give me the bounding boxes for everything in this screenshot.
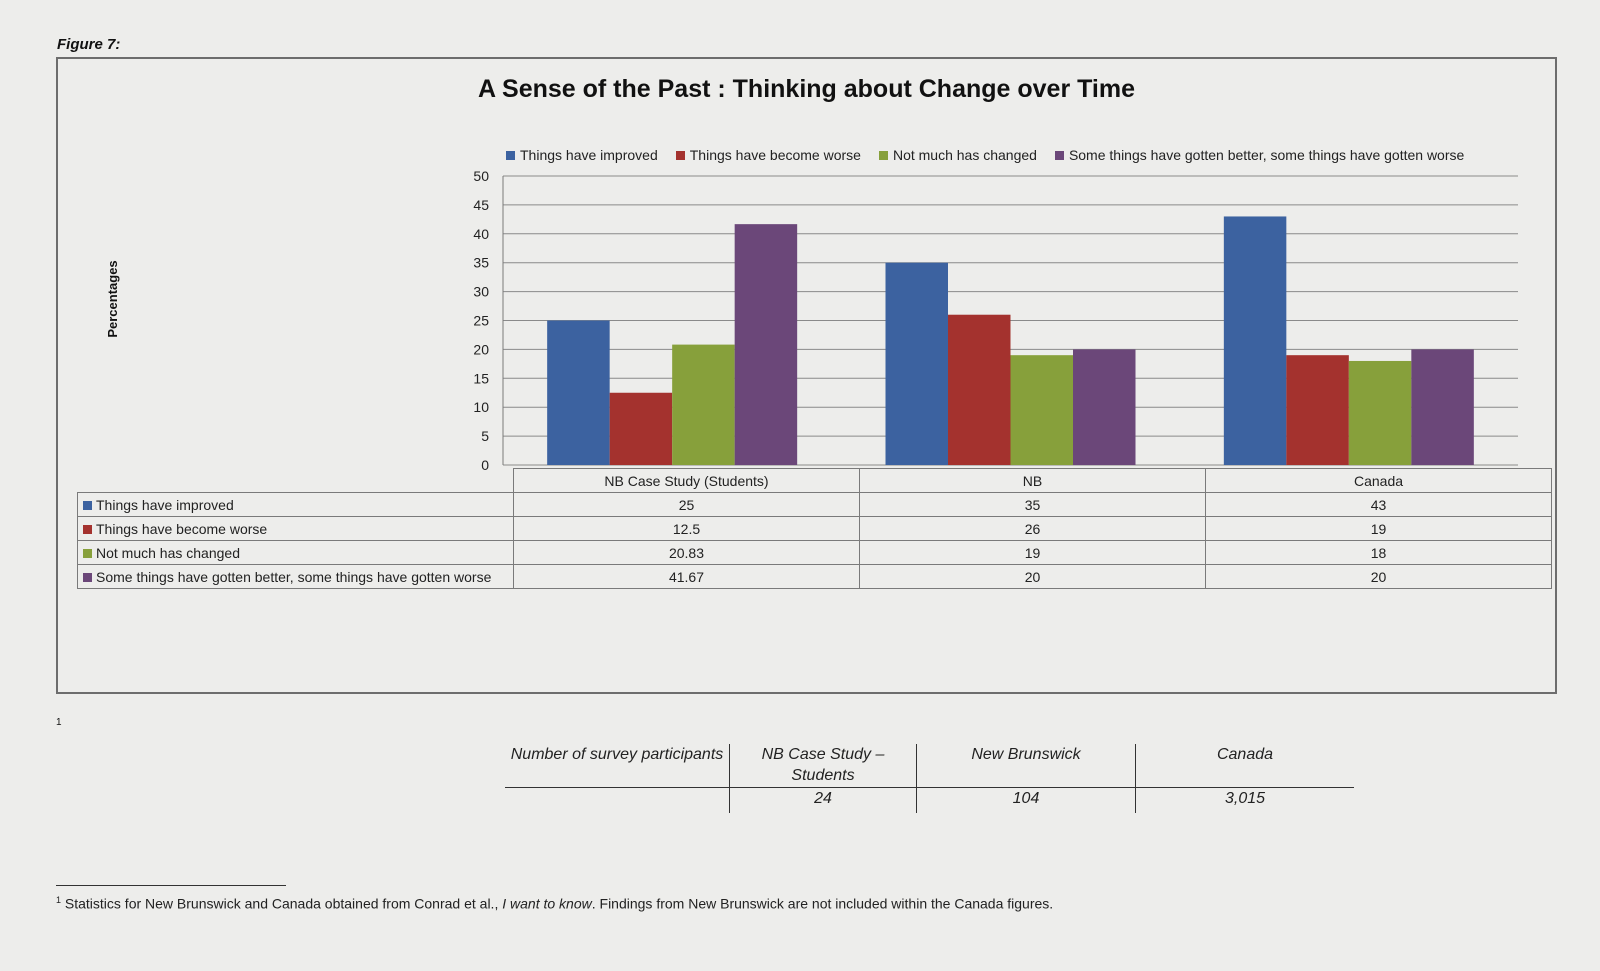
y-tick-label: 30 [473, 284, 489, 300]
data-label: 35 [859, 492, 1206, 517]
footnote-text-before: Statistics for New Brunswick and Canada … [61, 895, 503, 912]
legend-label: Some things have gotten better, some thi… [1068, 147, 1465, 163]
bar [1286, 355, 1349, 465]
bar [885, 262, 948, 465]
y-tick-label: 25 [473, 313, 489, 329]
legend-swatch [1054, 150, 1064, 160]
footnote-citation-title: I want to know [502, 895, 592, 912]
y-tick-label: 5 [481, 428, 489, 444]
data-table-row-improved: Things have improved 25 35 43 [77, 492, 1552, 517]
y-tick-label: 40 [473, 226, 489, 242]
bar [734, 224, 798, 465]
data-table: NB Case Study (Students) NB Canada Thing… [77, 468, 1552, 589]
chart-frame: A Sense of the Past : Thinking about Cha… [56, 57, 1557, 694]
y-tick-label: 0 [481, 457, 489, 473]
chart-title: A Sense of the Past : Thinking about Cha… [477, 75, 1136, 103]
bar-plot: 0 5 10 15 20 25 30 35 40 45 50 [473, 168, 1518, 473]
chart-legend: Things have improved Things have become … [506, 147, 1482, 163]
data-label: 26 [859, 516, 1206, 541]
legend-item-mixed: Some things have gotten better, some thi… [1054, 147, 1465, 163]
figure-label: Figure 7: [57, 36, 121, 53]
data-label: 20.83 [513, 540, 860, 565]
data-table-row-no-change: Not much has changed 20.83 19 18 [77, 540, 1552, 565]
bar [609, 392, 673, 465]
footnote-rule [56, 885, 286, 886]
data-label: 20 [859, 564, 1206, 589]
y-tick-label: 45 [473, 197, 489, 213]
bar [672, 344, 735, 465]
bar [1010, 355, 1073, 465]
participants-header: Canada [1135, 744, 1354, 788]
y-tick-label: 35 [473, 255, 489, 271]
participants-value: 104 [916, 787, 1136, 813]
participants-value-row: 24 104 3,015 [505, 787, 1354, 814]
row-swatch [83, 524, 92, 534]
legend-item-worse: Things have become worse [675, 147, 861, 163]
category-label: NB Case Study (Students) [513, 468, 860, 493]
data-table-row-worse: Things have become worse 12.5 26 19 [77, 516, 1552, 541]
footnote-text: 1 Statistics for New Brunswick and Canad… [56, 895, 1053, 912]
footnote-text-after: . Findings from New Brunswick are not in… [591, 895, 1054, 912]
legend-label: Things have become worse [689, 147, 861, 163]
data-table-row-mixed: Some things have gotten better, some thi… [77, 564, 1552, 589]
row-swatch [83, 500, 92, 510]
legend-label: Things have improved [520, 147, 658, 163]
data-label: 25 [513, 492, 860, 517]
data-label: 43 [1205, 492, 1552, 517]
participants-value: 3,015 [1135, 787, 1354, 813]
legend-swatch [675, 150, 685, 160]
bar [1223, 216, 1287, 465]
bar [1411, 349, 1474, 465]
row-label: Some things have gotten better, some thi… [96, 568, 492, 585]
footnote-marker: 1 [56, 717, 62, 728]
category-label: NB [859, 468, 1206, 493]
row-swatch [83, 572, 92, 582]
bar [948, 314, 1011, 465]
bar [547, 320, 610, 465]
data-label: 19 [859, 540, 1206, 565]
y-tick-label: 10 [473, 399, 489, 415]
row-label: Not much has changed [96, 544, 240, 561]
participants-value [505, 788, 730, 814]
y-tick-label: 20 [473, 341, 489, 357]
legend-label: Not much has changed [892, 147, 1037, 163]
row-label: Things have improved [96, 496, 234, 513]
legend-item-no-change: Not much has changed [878, 147, 1037, 163]
data-label: 18 [1205, 540, 1552, 565]
data-label: 12.5 [513, 516, 860, 541]
participants-header: New Brunswick [916, 744, 1136, 788]
bar [1348, 360, 1412, 465]
row-swatch [83, 548, 92, 558]
participants-header-row: Number of survey participants NB Case St… [505, 744, 1354, 788]
bar [1073, 349, 1136, 465]
category-label: Canada [1205, 468, 1552, 493]
data-label: 20 [1205, 564, 1552, 589]
legend-swatch [506, 150, 515, 160]
participants-value: 24 [729, 787, 917, 813]
row-label: Things have become worse [96, 520, 268, 537]
footnote-ref: 1 [56, 895, 62, 905]
data-label: 41.67 [513, 564, 860, 589]
data-label: 19 [1205, 516, 1552, 541]
y-tick-label: 50 [473, 168, 489, 184]
legend-swatch [878, 150, 888, 160]
participants-header: NB Case Study – Students [729, 744, 917, 788]
data-table-header-row: NB Case Study (Students) NB Canada [78, 468, 1552, 493]
participants-table: Number of survey participants NB Case St… [505, 744, 1354, 813]
legend-item-improved: Things have improved [506, 147, 658, 163]
y-tick-label: 15 [473, 370, 489, 386]
participants-header: Number of survey participants [505, 744, 730, 788]
